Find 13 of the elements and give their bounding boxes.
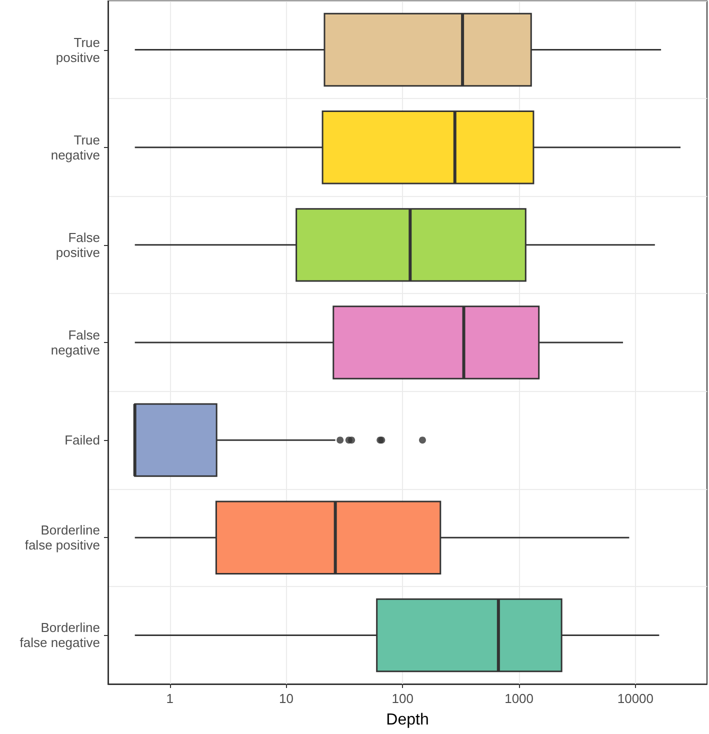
- y-tick-label: True positive: [56, 34, 100, 65]
- x-tick-label: 10000: [617, 691, 654, 706]
- x-tick-label: 1: [166, 691, 174, 706]
- y-tick-label: True negative: [50, 132, 100, 162]
- y-tick-label: Borderline false positive: [24, 522, 100, 553]
- y-tick-label: False positive: [56, 230, 100, 260]
- y-tick-label: Failed: [64, 432, 100, 448]
- y-tick-label: False negative: [50, 328, 100, 358]
- x-axis-title: Depth: [386, 712, 429, 728]
- x-tick-label: 1000: [504, 691, 534, 706]
- x-tick-label: 100: [392, 691, 414, 706]
- y-tick-label: Borderline false negative: [20, 620, 100, 650]
- x-tick-label: 10: [279, 691, 294, 706]
